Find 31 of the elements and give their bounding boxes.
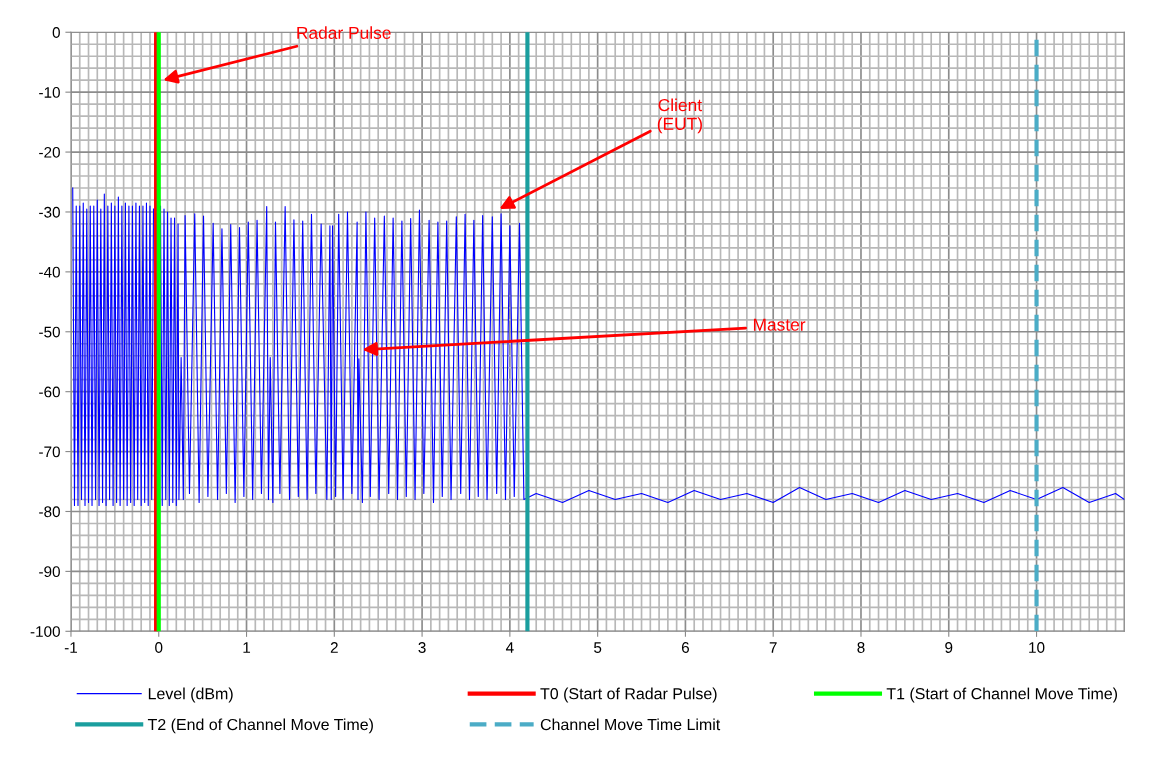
x-tick-label: 4	[505, 642, 514, 653]
y-tick-label: -10	[39, 87, 60, 98]
annotation: Client (EUT)	[657, 98, 702, 134]
y-tick-label: -70	[39, 446, 60, 458]
legend-label: T2 (End of Channel Move Time)	[147, 718, 373, 734]
x-tick-label: 6	[681, 642, 689, 653]
x-tick-label: 8	[857, 642, 865, 653]
x-tick-label: 7	[769, 642, 777, 653]
x-tick-label: 1	[243, 642, 251, 653]
x-tick-label: -1	[64, 642, 78, 653]
x-tick-label: 3	[418, 642, 426, 653]
y-tick-label: -90	[39, 566, 60, 578]
y-tick-label: -60	[39, 386, 60, 398]
annotation: Master	[753, 318, 806, 331]
y-tick-label: -30	[39, 206, 60, 218]
annotation: Radar Pulse	[297, 26, 391, 40]
x-tick-label: 10	[1029, 642, 1045, 653]
legend-label: Level (dBm)	[148, 687, 233, 703]
x-tick-label: 2	[330, 642, 338, 653]
y-tick-label: 0	[52, 27, 60, 38]
legend-label: T1 (Start of Channel Move Time)	[886, 687, 1118, 703]
x-tick-label: 0	[155, 642, 163, 653]
x-tick-label: 9	[945, 642, 953, 653]
y-tick-label: -80	[39, 506, 60, 518]
y-tick-label: -40	[39, 266, 60, 278]
y-tick-label: -100	[30, 626, 60, 637]
y-tick-label: -50	[39, 326, 60, 338]
legend-label: T0 (Start of Radar Pulse)	[540, 687, 717, 703]
legend-label: Channel Move Time Limit	[540, 718, 721, 731]
y-tick-label: -20	[39, 146, 60, 158]
x-tick-label: 5	[594, 642, 602, 653]
